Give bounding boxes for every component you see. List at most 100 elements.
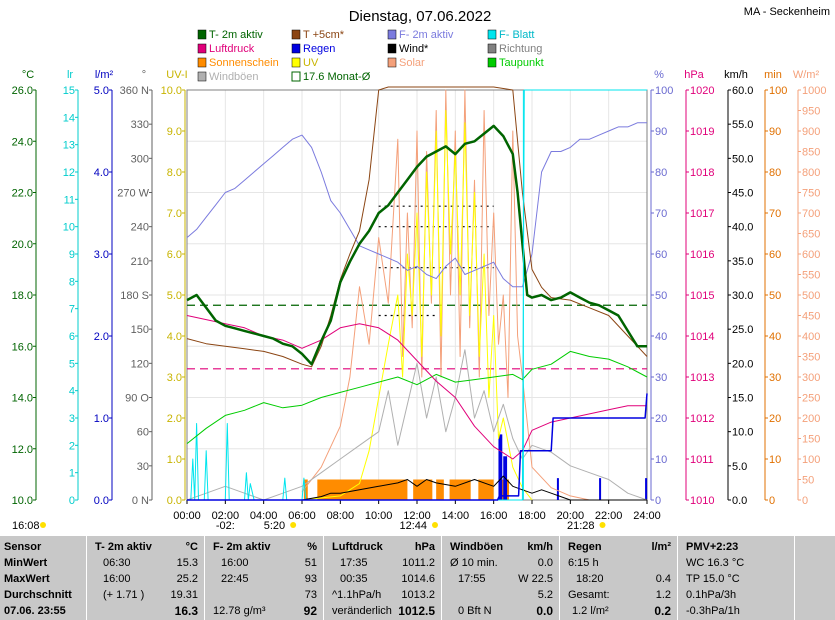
stats-row-labels: Sensor MinWert MaxWert Durchschnitt 07.0… [0, 536, 87, 620]
axis-tick-label: 120 [131, 358, 149, 370]
legend-label: Taupunkt [499, 57, 544, 69]
axis-tick-label: 10 [655, 454, 667, 466]
legend-swatch [197, 71, 207, 82]
sun-event-icon [40, 522, 46, 528]
sun-event-icon [599, 522, 606, 528]
axis-tick-label: 5 [69, 358, 75, 370]
legend-item: F- Blatt [487, 29, 534, 41]
series-line [301, 110, 533, 501]
sunshine-bar [449, 479, 471, 500]
stats-misc: PMV+2:23 WC 16.3 °C TP 15.0 °C 0.1hPa/3h… [678, 536, 795, 620]
axis-tick-label: 1010 [690, 495, 714, 507]
legend-label: UV [303, 57, 319, 69]
axis-tick-label: 400 [802, 331, 820, 343]
legend-item: Windböen [197, 71, 259, 83]
axis-tick-label: 22.0 [12, 188, 33, 200]
misc-trend-3h: 0.1hPa/3h [686, 589, 737, 601]
axis-tick-label: 1013 [690, 372, 714, 384]
axis-tick-label: 3.0 [94, 249, 109, 261]
axis-tick-label: 210 [131, 256, 149, 268]
press-current-value: 1012.5 [398, 604, 435, 618]
series-line [187, 89, 647, 501]
legend-item: F- 2m aktiv [387, 29, 454, 41]
axis-tick-label: 0 [69, 495, 75, 507]
axis-tick-label: 270 W [117, 188, 149, 200]
axis-tick-label: 55.0 [732, 119, 753, 131]
axis-tick-label: 16.0 [12, 341, 33, 353]
hum-max-value: 93 [304, 573, 317, 585]
event-label: -02: [216, 520, 235, 532]
gust-current-value: 0.0 [536, 604, 553, 618]
axis-tick-label: 450 [802, 311, 820, 323]
press-max-value: 1014.6 [401, 573, 435, 585]
x-tick-label: 04:00 [250, 510, 278, 522]
axis-tick-label: 20 [769, 413, 781, 425]
axis-tick-label: 1000 [802, 85, 826, 97]
axis-tick-label: 7.0 [167, 208, 182, 220]
sunshine-bar [478, 479, 494, 500]
legend-swatch [291, 71, 301, 82]
stats-panel: Sensor MinWert MaxWert Durchschnitt 07.0… [0, 536, 835, 620]
rain-time: 18:20 [576, 573, 604, 585]
x-tick-label: 22:00 [595, 510, 623, 522]
legend-swatch [291, 43, 301, 54]
legend-item: T- 2m aktiv [197, 29, 263, 41]
legend-label: T- 2m aktiv [209, 29, 263, 41]
x-tick-label: 10:00 [365, 510, 393, 522]
press-current-note: veränderlich [332, 605, 392, 617]
series-line [186, 122, 647, 288]
legend-label: F- 2m aktiv [399, 29, 454, 41]
axis-tick-label: 14.0 [12, 393, 33, 405]
axis-unit-label: ° [142, 69, 146, 81]
axis-unit-label: °C [22, 69, 34, 81]
press-unit: hPa [414, 541, 435, 553]
legend-item: Solar [387, 57, 425, 69]
axis-tick-label: 90 [769, 126, 781, 138]
axis-tick-label: 60 [769, 249, 781, 261]
legend-item: Sonnenschein [197, 57, 279, 69]
legend-swatch [197, 43, 207, 54]
axis-tick-label: 20.0 [732, 358, 753, 370]
axis-tick-label: 1019 [690, 126, 714, 138]
axis-unit-label: W/m² [793, 69, 820, 81]
series-line [301, 89, 590, 501]
chart-title: Dienstag, 07.06.2022 [349, 8, 492, 25]
temp-unit: °C [185, 541, 198, 553]
temp-current-value: 16.3 [174, 604, 198, 618]
press-min-value: 1011.2 [402, 557, 435, 569]
stats-temp: T- 2m aktiv °C 06:30 15.3 16:00 25.2 (+ 1.7… [87, 536, 205, 620]
legend-item: Luftdruck [197, 43, 255, 55]
axis-tick-label: 30 [769, 372, 781, 384]
axis-unit-label: hPa [684, 69, 704, 81]
axis-tick-label: 50 [655, 290, 667, 302]
sun-event-icon [431, 522, 438, 528]
legend-label: Luftdruck [209, 43, 255, 55]
weather-chart: Dienstag, 07.06.2022 MA - Seckenheim T- … [12, 6, 830, 532]
axis-tick-label: 25.0 [732, 324, 753, 336]
axis-tick-label: 70 [769, 208, 781, 220]
x-tick-label: 14:00 [442, 510, 470, 522]
x-tick-label: 06:00 [288, 510, 316, 522]
axis-tick-label: 1014 [690, 331, 714, 343]
gust-title: Windböen [450, 541, 504, 553]
axis-tick-label: 18.0 [12, 290, 33, 302]
axis-tick-label: 40.0 [732, 222, 753, 234]
axis-tick-label: 100 [655, 85, 673, 97]
rain-bar [498, 434, 503, 500]
stats-pressure: Luftdruck hPa 17:35 1011.2 00:35 1014.6 ^1.… [324, 536, 442, 620]
legend: T- 2m aktiv T +5cm* F- 2m aktiv F- Blatt Luf… [197, 29, 544, 83]
axis-tick-label: 4.0 [94, 167, 109, 179]
axis-tick-label: 1017 [690, 208, 714, 220]
temp-avg-note: (+ 1.71 ) [103, 589, 145, 601]
rain-total-value: 1.2 [655, 589, 671, 601]
hum-current-note: 12.78 g/m³ [213, 605, 266, 617]
axis-tick-label: 40 [655, 331, 667, 343]
legend-label: 17.6 Monat-Ø [303, 71, 371, 83]
axis-tick-label: 40 [769, 331, 781, 343]
axis-tick-label: 1016 [690, 249, 714, 261]
axis-tick-label: 30.0 [732, 290, 753, 302]
axis-tick-label: 550 [802, 270, 820, 282]
axis-tick-label: 7 [69, 304, 75, 316]
legend-swatch [487, 29, 497, 40]
legend-label: T +5cm* [303, 29, 345, 41]
